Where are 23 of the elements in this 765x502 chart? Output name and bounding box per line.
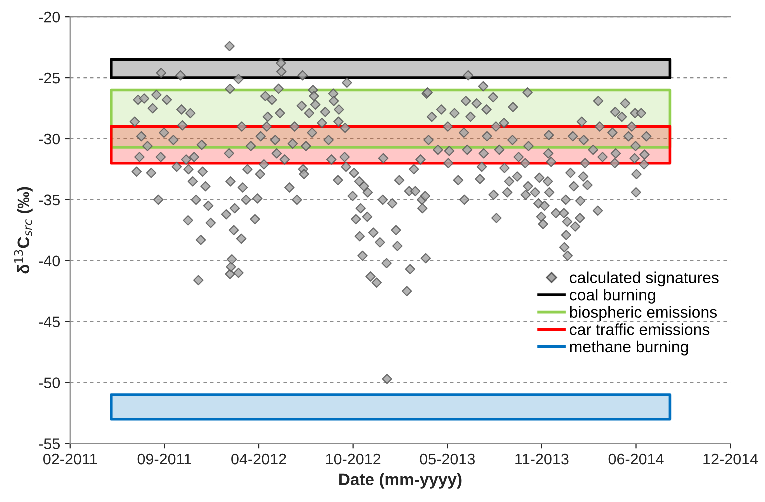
x-axis-title: Date (mm-yyyy): [340, 473, 462, 489]
y-tick-label: -25: [39, 72, 60, 84]
y-tick-label: -20: [39, 12, 60, 23]
x-tick-label: 06-2014: [608, 454, 664, 465]
legend-label: methane burning: [570, 340, 688, 356]
x-tick-label: 09-2011: [138, 454, 192, 465]
legend-label: car traffic emissions: [570, 324, 710, 336]
x-tick-label: 11-2013: [516, 454, 569, 465]
legend-label: coal burning: [570, 289, 656, 304]
y-tick-label: -40: [39, 256, 60, 267]
y-tick-label: -45: [39, 316, 60, 328]
x-tick-label: 05-2013: [420, 454, 475, 465]
y-tick-label: -50: [39, 378, 60, 388]
x-tick-label: 04-2012: [232, 454, 286, 465]
legend-label: biospheric emissions: [570, 306, 718, 322]
y-tick-label: -30: [39, 134, 60, 145]
x-tick-label: 02-2011: [44, 454, 98, 465]
y-tick-label: -35: [39, 194, 60, 206]
x-tick-label: 12-2014: [704, 454, 758, 465]
y-tick-label: -55: [39, 438, 60, 450]
y-axis-title: δ$^{13}$C$_{src}$ (‰): [14, 187, 33, 274]
x-tick-label: 10-2012: [326, 454, 381, 465]
legend-label: calculated signatures: [570, 272, 719, 287]
